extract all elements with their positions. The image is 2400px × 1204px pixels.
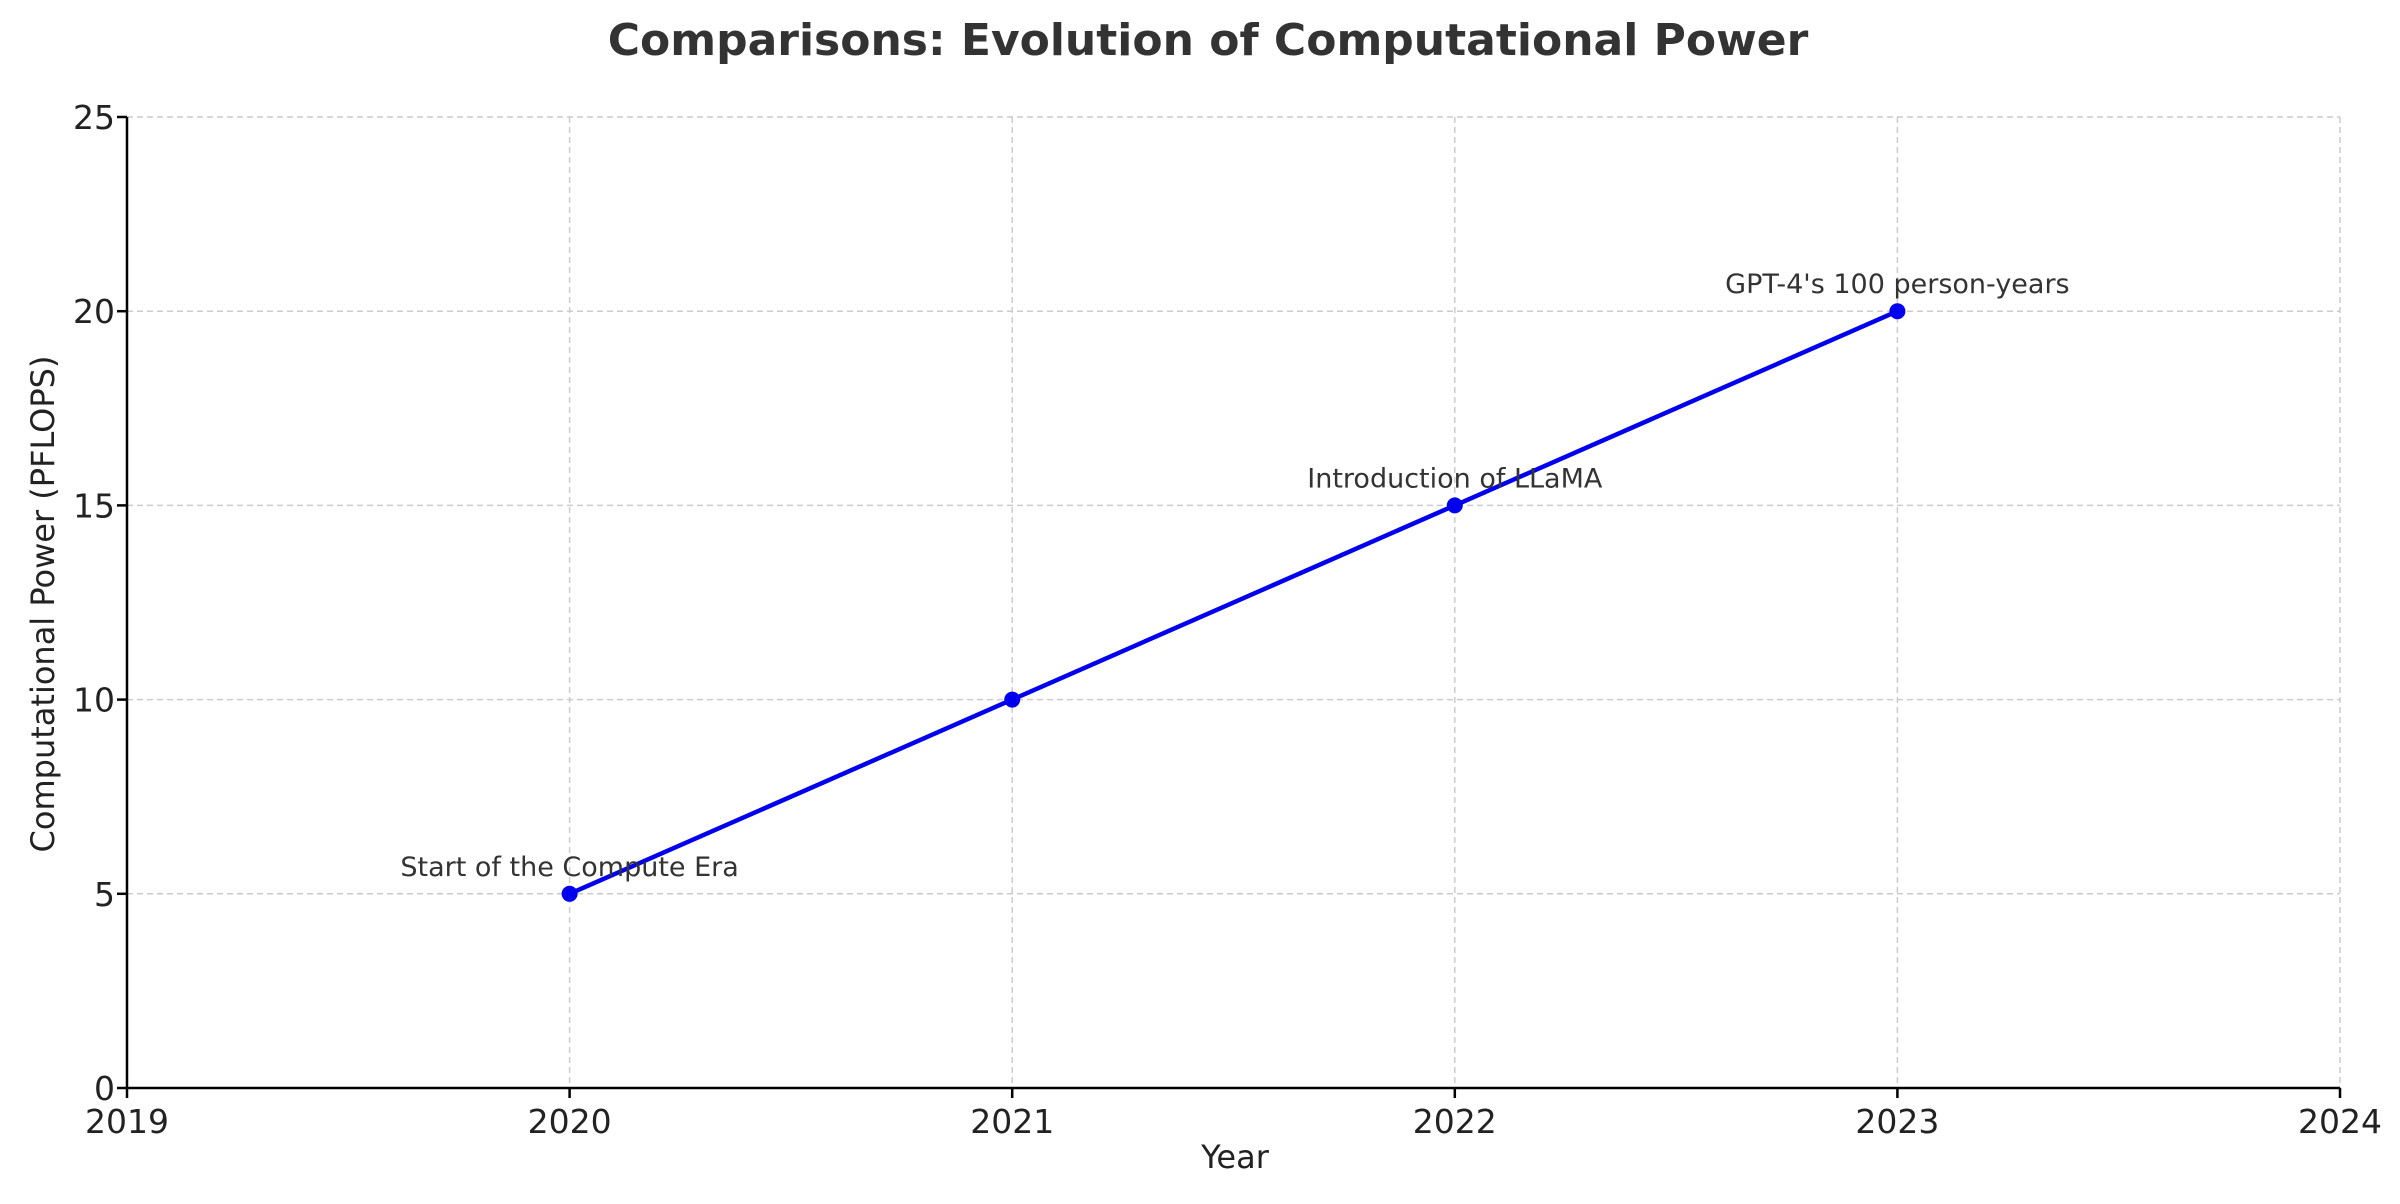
- data-point: [1446, 497, 1463, 514]
- series-line: [567, 308, 1900, 897]
- y-tick-label: 0: [94, 1069, 115, 1108]
- annotation-label: GPT-4's 100 person-years: [1725, 269, 2069, 300]
- annotation-label: Start of the Compute Era: [400, 852, 738, 883]
- y-tick-label: 10: [73, 681, 115, 720]
- x-tick-label: 2020: [528, 1102, 612, 1141]
- series-layer: [561, 303, 1906, 902]
- data-point: [1004, 691, 1021, 708]
- annotations: Start of the Compute Era Introduction of …: [400, 269, 2069, 883]
- data-point: [1889, 303, 1906, 320]
- axes: [117, 115, 2342, 1098]
- tick-labels: 2019 2020 2021 2022 2023 2024 0 5 10 15 20 25: [73, 98, 2382, 1141]
- chart-title: Comparisons: Evolution of Computational …: [608, 15, 1809, 66]
- x-tick-label: 2019: [85, 1102, 169, 1141]
- data-point: [561, 885, 578, 902]
- x-tick-label: 2024: [2298, 1102, 2382, 1141]
- y-tick-label: 20: [73, 292, 115, 331]
- x-axis-label: Year: [1200, 1138, 1270, 1176]
- x-tick-label: 2023: [1855, 1102, 1939, 1141]
- y-tick-label: 15: [73, 486, 115, 525]
- x-tick-label: 2021: [970, 1102, 1054, 1141]
- annotation-label: Introduction of LLaMA: [1307, 463, 1603, 494]
- y-axis-label: Computational Power (PFLOPS): [24, 356, 62, 853]
- y-tick-label: 25: [73, 98, 115, 137]
- x-tick-label: 2022: [1413, 1102, 1497, 1141]
- y-tick-label: 5: [94, 875, 115, 914]
